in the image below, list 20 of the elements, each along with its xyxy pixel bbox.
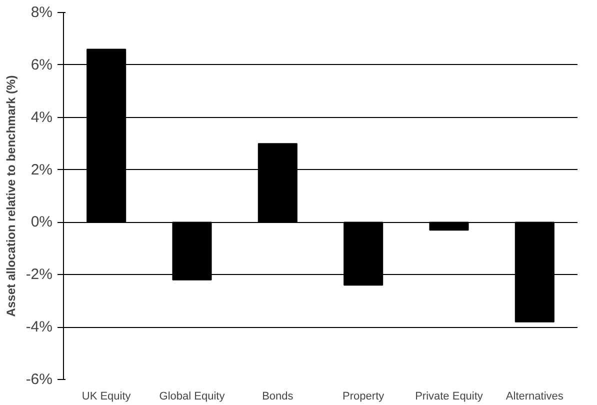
x-tick-label: Property [342,390,385,402]
y-axis-title: Asset allocation relative to benchmark (%) [4,75,18,317]
y-tick-label: -6% [26,371,53,388]
y-tick-label: 6% [30,56,53,74]
x-tick-label: Private Equity [415,390,484,402]
bar [429,222,469,231]
x-tick-label: Bonds [262,390,294,402]
bar [344,222,384,286]
y-tick-label: 0% [30,214,53,231]
y-tick-label: 8% [30,4,53,21]
y-tick-label: 2% [30,161,53,178]
bar [258,143,298,223]
bar [172,222,212,280]
y-tick-label: -4% [26,318,53,336]
y-tick-label: 4% [30,108,53,126]
x-tick-label: Global Equity [159,390,226,402]
x-tick-label: UK Equity [82,390,132,402]
bar [514,222,554,322]
y-tick-label: -2% [26,266,53,284]
x-tick-label: Alternatives [506,390,564,402]
